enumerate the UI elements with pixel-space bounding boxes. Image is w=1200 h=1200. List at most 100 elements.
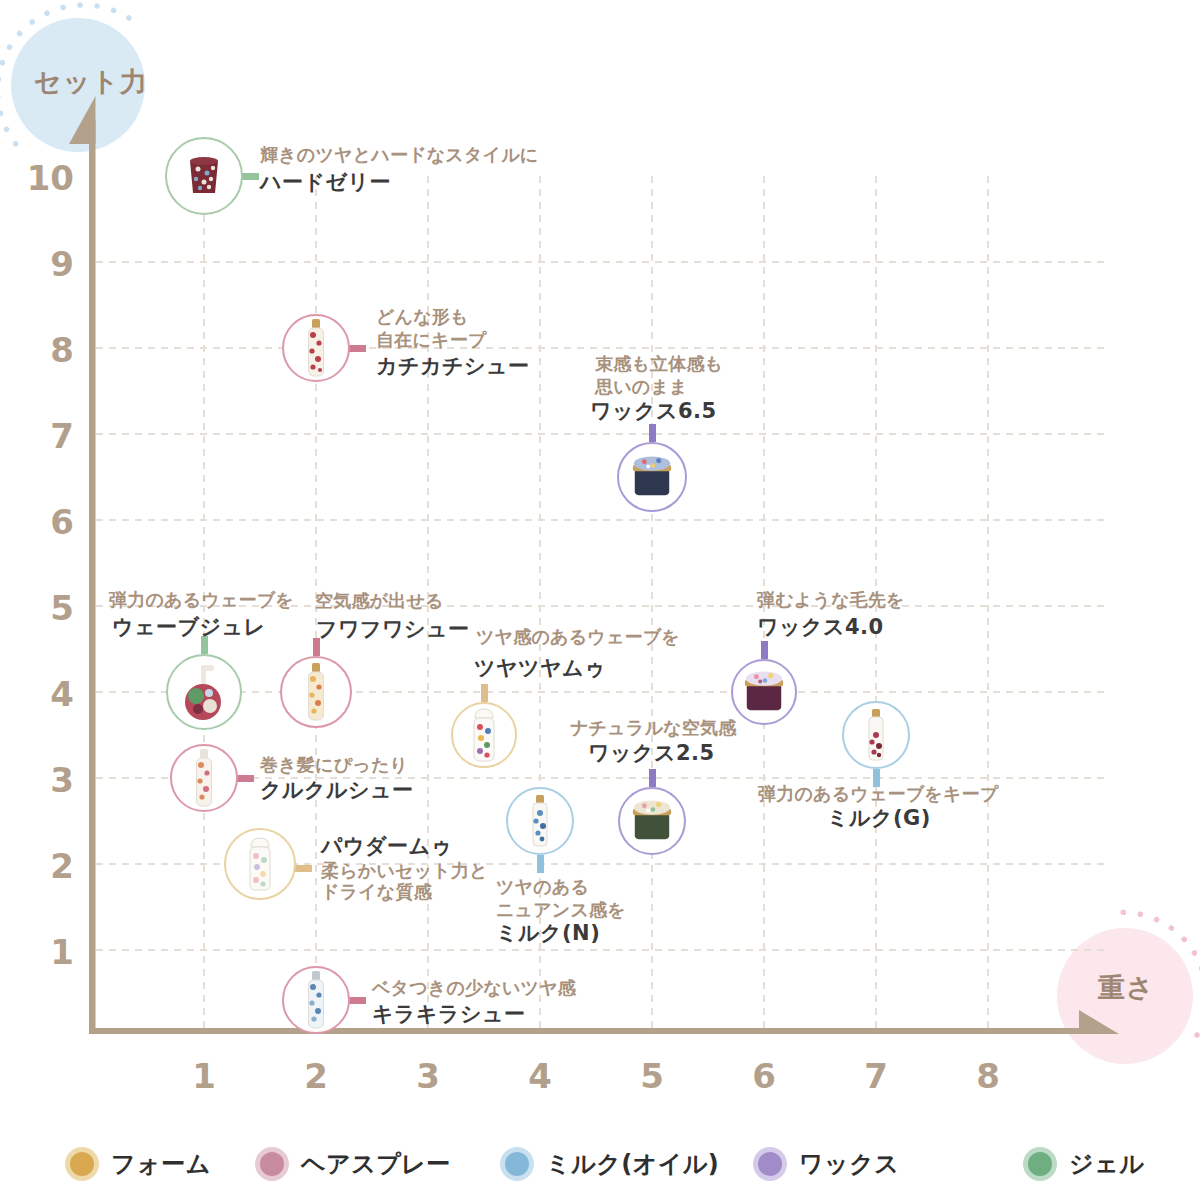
legend-item-milk: ミルク(オイル) bbox=[500, 1147, 719, 1181]
y-tick-label: 6 bbox=[0, 505, 74, 539]
product-name-wax25: ワックス2.5 bbox=[588, 738, 715, 768]
leader-line-wax25 bbox=[649, 769, 656, 787]
leader-line-powder_mu bbox=[294, 865, 312, 872]
leader-line-kachikachi bbox=[348, 345, 366, 352]
product-name-milk_n: ミルク(N) bbox=[496, 918, 600, 948]
legend-item-spray: ヘアスプレー bbox=[255, 1147, 451, 1181]
product-name-powder_mu: パウダームゥ bbox=[321, 831, 452, 861]
product-image-kachikachi bbox=[305, 319, 327, 377]
product-desc-fuwafuwa: 空気感が出せる bbox=[315, 590, 444, 612]
x-tick-label: 2 bbox=[271, 1059, 361, 1093]
product-marker-kurukuru bbox=[170, 744, 238, 812]
leader-line-kurukuru bbox=[236, 775, 254, 782]
product-name-kachikachi: カチカチシュー bbox=[376, 351, 529, 381]
product-image-milk_g bbox=[866, 709, 886, 761]
legend-item-wax: ワックス bbox=[753, 1147, 899, 1181]
legend-item-foam: フォーム bbox=[65, 1147, 211, 1181]
product-name-kurukuru: クルクルシュー bbox=[260, 775, 413, 805]
y-tick-label: 3 bbox=[0, 763, 74, 797]
legend-label-wax: ワックス bbox=[799, 1148, 899, 1180]
legend-dot-milk bbox=[500, 1147, 534, 1181]
product-marker-wave_jule bbox=[166, 654, 242, 730]
gridline-vertical bbox=[651, 176, 653, 1028]
product-name-hard_jelly: ハードゼリー bbox=[260, 167, 391, 197]
gridline-horizontal bbox=[96, 519, 1106, 521]
product-desc-kachikachi: 自在にキープ bbox=[376, 329, 486, 351]
product-desc-milk_n: ツヤのある bbox=[496, 876, 589, 898]
y-tick-label: 7 bbox=[0, 419, 74, 453]
product-desc-kurukuru: 巻き髪にぴったり bbox=[260, 754, 408, 776]
y-tick-label: 1 bbox=[0, 935, 74, 969]
product-image-tsuyatsuya bbox=[470, 707, 498, 763]
product-image-fuwafuwa bbox=[305, 663, 327, 721]
product-desc-wax65: 束感も立体感も bbox=[595, 353, 723, 375]
leader-line-kirakira bbox=[348, 997, 366, 1004]
x-tick-label: 8 bbox=[943, 1059, 1033, 1093]
product-marker-kirakira bbox=[282, 966, 350, 1034]
product-marker-wax40 bbox=[731, 659, 797, 725]
legend-label-gel: ジェル bbox=[1069, 1148, 1144, 1180]
x-axis-label: 重さ bbox=[1098, 970, 1155, 1006]
leader-line-wax65 bbox=[649, 424, 656, 442]
gridline-horizontal bbox=[96, 691, 1106, 693]
legend-dot-spray bbox=[255, 1147, 289, 1181]
x-tick-label: 6 bbox=[719, 1059, 809, 1093]
x-tick-label: 5 bbox=[607, 1059, 697, 1093]
y-tick-label: 9 bbox=[0, 247, 74, 281]
legend-item-gel: ジェル bbox=[1023, 1147, 1144, 1181]
product-marker-hard_jelly bbox=[165, 137, 243, 215]
x-tick-label: 4 bbox=[495, 1059, 585, 1093]
product-map-chart: セット力 重さ 1234567891012345678 輝きのツヤとハードなスタ… bbox=[0, 0, 1200, 1200]
product-name-wax65: ワックス6.5 bbox=[590, 396, 717, 426]
gridline-horizontal bbox=[96, 949, 1106, 951]
product-desc-powder_mu: 柔らかいセット力と bbox=[321, 860, 488, 882]
y-tick-label: 10 bbox=[0, 161, 74, 195]
product-name-wax40: ワックス4.0 bbox=[757, 612, 884, 642]
product-desc-hard_jelly: 輝きのツヤとハードなスタイルに bbox=[260, 144, 538, 166]
product-image-hard_jelly bbox=[182, 154, 226, 198]
legend-label-foam: フォーム bbox=[111, 1148, 211, 1180]
product-name-milk_g: ミルク(G) bbox=[827, 803, 931, 833]
legend-dot-gel bbox=[1023, 1147, 1057, 1181]
leader-line-hard_jelly bbox=[241, 173, 259, 180]
product-desc-kirakira: ベタつきの少ないツヤ感 bbox=[372, 977, 576, 999]
product-marker-wax65 bbox=[617, 442, 687, 512]
legend-dot-foam bbox=[65, 1147, 99, 1181]
legend-label-milk: ミルク(オイル) bbox=[546, 1148, 719, 1180]
product-name-tsuyatsuya: ツヤツヤムゥ bbox=[474, 653, 606, 683]
y-tick-label: 5 bbox=[0, 591, 74, 625]
leader-line-wax40 bbox=[761, 641, 768, 659]
product-image-wax65 bbox=[627, 455, 677, 499]
y-axis-line bbox=[89, 120, 96, 1034]
product-desc-powder_mu: ドライな質感 bbox=[321, 881, 432, 903]
product-marker-kachikachi bbox=[282, 314, 350, 382]
x-tick-label: 1 bbox=[159, 1059, 249, 1093]
product-name-wave_jule: ウェーブジュレ bbox=[112, 612, 265, 642]
x-axis-line bbox=[89, 1028, 1080, 1034]
product-marker-wax25 bbox=[618, 787, 686, 855]
leader-line-tsuyatsuya bbox=[481, 684, 488, 702]
product-image-wave_jule bbox=[182, 662, 226, 722]
leader-line-milk_n bbox=[537, 855, 544, 873]
gridline-horizontal bbox=[96, 347, 1106, 349]
product-desc-milk_g: 弾力のあるウェーブをキープ bbox=[758, 783, 998, 805]
product-image-wax40 bbox=[739, 670, 789, 714]
product-marker-fuwafuwa bbox=[280, 656, 352, 728]
y-tick-label: 8 bbox=[0, 333, 74, 367]
legend-dot-wax bbox=[753, 1147, 787, 1181]
product-desc-wax25: ナチュラルな空気感 bbox=[570, 717, 736, 739]
product-marker-milk_n bbox=[506, 787, 574, 855]
product-image-kirakira bbox=[305, 971, 327, 1029]
product-marker-milk_g bbox=[842, 701, 910, 769]
product-image-milk_n bbox=[530, 795, 550, 847]
product-desc-kachikachi: どんな形も bbox=[376, 306, 469, 328]
product-marker-powder_mu bbox=[224, 828, 296, 900]
product-image-powder_mu bbox=[246, 836, 274, 892]
y-axis-label: セット力 bbox=[34, 64, 148, 100]
product-marker-tsuyatsuya bbox=[451, 702, 517, 768]
product-desc-tsuyatsuya: ツヤ感のあるウェーブを bbox=[476, 626, 680, 648]
gridline-horizontal bbox=[96, 261, 1106, 263]
product-desc-wave_jule: 弾力のあるウェーブを bbox=[109, 589, 294, 611]
y-tick-label: 4 bbox=[0, 677, 74, 711]
product-name-kirakira: キラキラシュー bbox=[372, 999, 525, 1029]
